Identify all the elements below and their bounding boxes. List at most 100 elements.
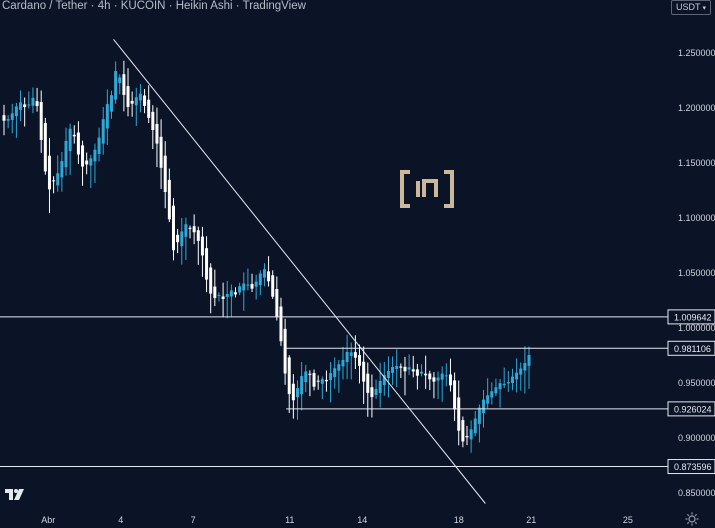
candle-body: [291, 383, 295, 401]
settings-gear-icon[interactable]: [685, 512, 699, 526]
y-tick-label: 0.850000: [678, 488, 715, 498]
x-tick-label: 25: [623, 515, 633, 525]
y-tick-label: 1.250000: [678, 48, 715, 58]
candle-body: [14, 106, 18, 117]
candle-body: [159, 136, 163, 168]
x-tick-label: 11: [285, 515, 294, 525]
candle-body: [122, 74, 126, 95]
candle-body: [60, 161, 64, 178]
candle-body: [490, 391, 494, 398]
candle-body: [89, 158, 93, 166]
x-tick-label: 14: [357, 515, 367, 525]
x-tick-label: Abr: [41, 515, 55, 525]
candle-body: [283, 328, 287, 374]
candle-body: [109, 95, 113, 112]
candle-body: [171, 205, 175, 251]
candle-body: [213, 286, 217, 299]
candle-body: [151, 111, 155, 130]
candle-body: [411, 369, 415, 372]
candle-body: [382, 374, 386, 386]
candle-body: [23, 104, 27, 108]
candle-body: [407, 367, 411, 370]
candle-body: [176, 234, 180, 243]
candle-body: [465, 436, 469, 438]
candle-body: [229, 290, 233, 297]
price-label-box: [667, 401, 715, 417]
candle-body: [85, 160, 89, 165]
candle-body: [486, 395, 490, 404]
candle-body: [217, 294, 221, 296]
candle-body: [262, 269, 266, 278]
candle-body: [130, 100, 134, 104]
currency-selector[interactable]: USDT ▾: [670, 0, 711, 15]
y-tick-label: 1.150000: [678, 158, 715, 168]
tradingview-logo-icon[interactable]: [4, 486, 26, 502]
candle-body: [494, 387, 498, 394]
candle-body: [209, 267, 213, 294]
candle-body: [205, 248, 209, 280]
candle-body: [498, 383, 502, 390]
y-tick-label: 0.950000: [678, 378, 715, 388]
candle-body: [200, 236, 204, 256]
y-tick-label: 1.000000: [678, 323, 715, 333]
price-label-text: 0.873596: [674, 462, 712, 472]
candle-body: [515, 372, 519, 380]
header-sep: ·: [113, 0, 121, 12]
candle-body: [296, 388, 300, 398]
candle-body: [31, 97, 35, 106]
candle-body: [134, 97, 138, 106]
candle-body: [27, 104, 31, 106]
candle-body: [506, 382, 510, 384]
x-tick-label: 7: [191, 515, 196, 525]
candle-body: [19, 102, 23, 110]
candle-body: [184, 224, 188, 237]
candle-body: [10, 113, 14, 120]
candle-body: [47, 155, 51, 190]
symbol-name[interactable]: Cardano / Tether: [2, 0, 88, 12]
candle-body: [250, 284, 254, 289]
candle-body: [147, 99, 151, 118]
candle-body: [362, 361, 366, 382]
candle-body: [180, 231, 184, 247]
candle-body: [196, 230, 200, 241]
chevron-down-icon: ▾: [702, 5, 706, 12]
candle-body: [97, 137, 101, 155]
candle-body: [39, 101, 43, 140]
candle-body: [370, 387, 374, 398]
candle-body: [358, 355, 362, 366]
candle-body: [101, 119, 105, 144]
candle-body: [473, 418, 477, 434]
candle-body: [271, 275, 275, 297]
candle-body: [502, 383, 506, 386]
candle-body: [453, 380, 457, 410]
candle-body: [118, 77, 122, 84]
candle-body: [440, 373, 444, 380]
candle-body: [329, 373, 333, 381]
header-sep: ·: [168, 0, 176, 12]
candle-body: [395, 366, 399, 369]
candle-body: [35, 101, 39, 106]
candle-body: [482, 399, 486, 414]
candle-body: [444, 375, 448, 377]
y-tick-label: 1.100000: [678, 213, 715, 223]
price-label-box: [667, 340, 715, 356]
candle-body: [267, 271, 271, 282]
candle-body: [155, 123, 159, 144]
candle-body: [233, 292, 237, 295]
interval-label[interactable]: 4h: [97, 0, 111, 12]
candle-body: [399, 366, 403, 368]
y-tick-label: 1.200000: [678, 103, 715, 113]
chart-style-label: Heikin Ashi: [175, 0, 233, 12]
candle-body: [345, 351, 349, 363]
candle-body: [349, 352, 353, 356]
candle-body: [43, 122, 47, 172]
candle-body: [68, 128, 72, 152]
y-tick-label: 1.050000: [678, 268, 715, 278]
watermark-letter-n: [422, 179, 438, 197]
candle-body: [428, 373, 432, 380]
candle-body: [308, 373, 312, 375]
candle-body: [415, 369, 419, 376]
candle-body: [167, 179, 171, 220]
